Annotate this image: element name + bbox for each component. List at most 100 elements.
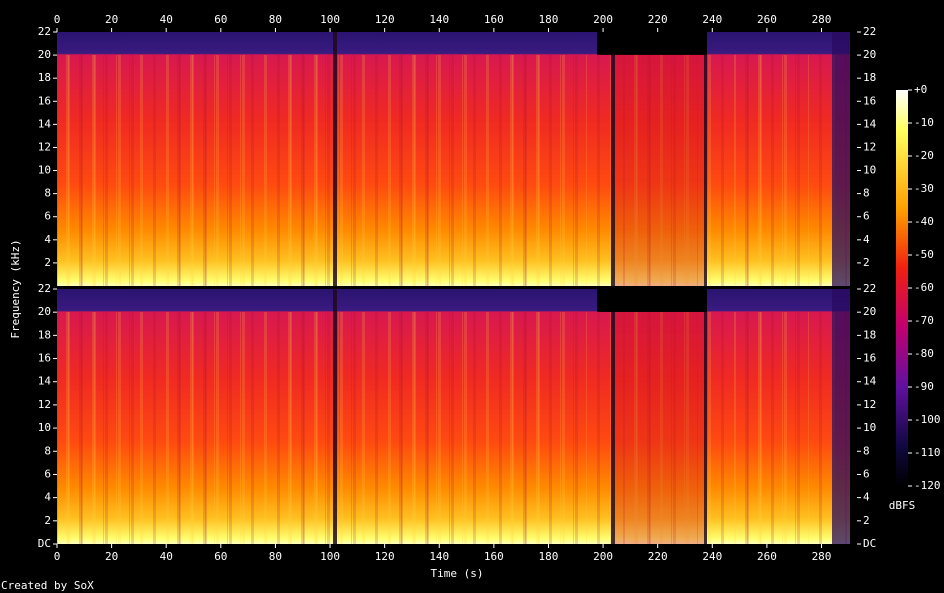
texture	[438, 311, 441, 544]
texture	[388, 54, 390, 286]
texture	[671, 311, 672, 544]
texture	[118, 54, 121, 286]
colorbar-tick-label: -90	[914, 380, 934, 393]
colorbar-tick-label: -10	[914, 116, 934, 129]
texture	[525, 54, 527, 286]
texture	[560, 311, 561, 544]
y-tick-label: 18	[38, 328, 51, 341]
texture	[597, 54, 599, 286]
y-tick-label: 6	[863, 467, 870, 480]
colorbar-tick-label: -20	[914, 149, 934, 162]
y-tick-label: 18	[38, 71, 51, 84]
texture	[118, 311, 121, 544]
y-tick-label: 10	[863, 164, 876, 177]
spectrogram	[57, 32, 857, 544]
x-tick-label: 240	[702, 550, 722, 563]
texture	[390, 311, 391, 544]
texture	[205, 311, 207, 544]
texture	[153, 54, 155, 286]
gap	[704, 289, 707, 544]
texture	[734, 54, 736, 286]
colorbar-tick-label: -50	[914, 248, 934, 261]
texture	[253, 311, 254, 544]
texture	[179, 54, 181, 286]
texture	[512, 311, 514, 544]
x-tick-label: 60	[214, 13, 227, 26]
texture	[760, 311, 762, 544]
y-tick-label: 20	[863, 48, 876, 61]
texture	[599, 311, 600, 544]
texture	[747, 311, 749, 544]
texture	[288, 54, 291, 286]
y-tick-label: 18	[863, 71, 876, 84]
texture	[364, 311, 365, 544]
texture	[227, 54, 228, 286]
texture	[451, 311, 454, 544]
texture	[140, 311, 142, 544]
texture	[451, 54, 454, 286]
y-tick-label: 8	[863, 187, 870, 200]
texture	[427, 54, 429, 286]
texture	[671, 54, 672, 286]
x-tick-label: 140	[429, 13, 449, 26]
texture	[168, 311, 169, 544]
gap	[611, 289, 615, 544]
texture	[338, 54, 339, 286]
texture	[279, 311, 280, 544]
texture	[166, 54, 168, 286]
silence	[850, 289, 857, 544]
texture	[488, 311, 489, 544]
texture	[449, 311, 450, 544]
y-tick-label: 2	[863, 514, 870, 527]
texture	[523, 54, 526, 286]
texture	[229, 311, 232, 544]
texture	[697, 54, 698, 286]
texture	[427, 311, 429, 544]
texture	[264, 311, 266, 544]
texture	[686, 311, 689, 544]
texture	[364, 54, 365, 286]
texture	[623, 311, 625, 544]
y-tick-label: 2	[863, 256, 870, 269]
texture	[129, 54, 130, 286]
x-tick-label: 100	[320, 13, 340, 26]
texture	[338, 311, 339, 544]
texture	[79, 311, 82, 544]
texture	[81, 54, 83, 286]
texture	[647, 311, 650, 544]
y-tick-label: 18	[863, 328, 876, 341]
texture	[436, 311, 437, 544]
texture	[473, 311, 475, 544]
texture	[536, 54, 539, 286]
texture	[684, 311, 685, 544]
x-tick-label: 0	[54, 550, 61, 563]
silence	[850, 32, 857, 286]
y-tick-label: 8	[44, 187, 51, 200]
texture	[131, 311, 134, 544]
y-tick-label: 6	[44, 210, 51, 223]
x-tick-label: 100	[320, 550, 340, 563]
texture	[375, 54, 377, 286]
texture	[179, 311, 181, 544]
texture	[721, 54, 723, 286]
texture	[316, 311, 318, 544]
y-tick-label: 10	[38, 421, 51, 434]
x-tick-label: 60	[214, 550, 227, 563]
texture	[340, 311, 343, 544]
x-tick-label: 220	[648, 550, 668, 563]
texture	[597, 311, 599, 544]
quiet-region	[615, 311, 704, 544]
texture	[586, 54, 587, 286]
x-tick-label: 160	[484, 550, 504, 563]
texture	[166, 311, 168, 544]
texture	[103, 311, 104, 544]
colorbar-tick-label: -70	[914, 314, 934, 327]
texture	[303, 54, 305, 286]
texture	[464, 311, 467, 544]
x-tick-label: 260	[757, 13, 777, 26]
x-tick-label: 40	[160, 550, 173, 563]
texture	[388, 311, 390, 544]
y-tick-label: 20	[38, 48, 51, 61]
texture	[538, 54, 540, 286]
y-tick-label: 8	[44, 444, 51, 457]
